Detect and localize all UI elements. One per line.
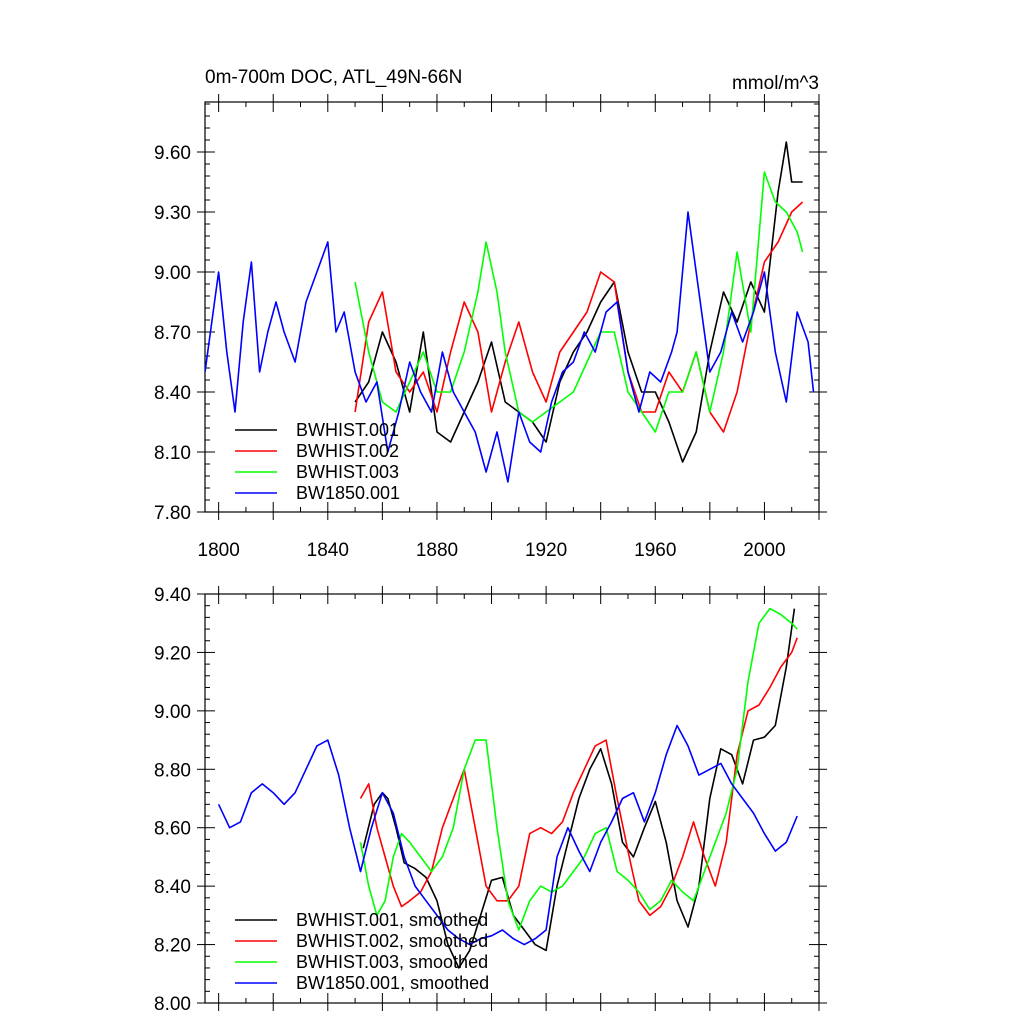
y-tick-label: 9.60	[154, 143, 191, 164]
y-tick-label: 8.40	[154, 383, 191, 404]
y-tick-label: 9.00	[154, 263, 191, 284]
y-tick-label: 8.00	[154, 994, 191, 1015]
x-tick-label: 1800	[198, 540, 240, 561]
legend-label: BWHIST.003	[296, 462, 399, 482]
panel-2: 8.00 8.20 8.40 8.60 8.80 9.00 9.20 9.40 BWHIST.0…	[154, 585, 827, 1015]
y-tick-label: 8.20	[154, 936, 191, 957]
plot-frame	[204, 101, 820, 513]
series-line-4	[205, 211, 815, 483]
series-line-1	[354, 141, 803, 463]
legend-label: BWHIST.003, smoothed	[296, 952, 488, 972]
legend-label: BWHIST.001, smoothed	[296, 910, 488, 930]
x-tick-label: 1960	[634, 540, 676, 561]
panel-1: 1800 1840 1880 1920 1960 2000 7.80 8.10 8.40 8.70…	[154, 67, 827, 561]
y-tick-label: 9.30	[154, 203, 191, 224]
plot-frame	[204, 593, 820, 1004]
legend-label: BWHIST.001	[296, 420, 399, 440]
legend-label: BW1850.001, smoothed	[296, 973, 489, 993]
y-tick-label: 9.00	[154, 702, 191, 723]
units-label: mmol/m^3	[732, 73, 819, 94]
series-line-2	[354, 201, 804, 433]
x-tick-label: 1880	[416, 540, 458, 561]
chart-title: 0m-700m DOC, ATL_49N-66N	[205, 67, 462, 88]
y-tick-label: 8.60	[154, 819, 191, 840]
series-line-4	[217, 724, 798, 946]
y-tick-label: 8.80	[154, 760, 191, 781]
series-line-2	[359, 637, 798, 917]
y-tick-label: 8.70	[154, 323, 191, 344]
y-tick-label: 7.80	[154, 503, 191, 524]
x-tick-label: 1920	[525, 540, 567, 561]
series-line-3	[359, 607, 798, 931]
x-tick-label: 1840	[307, 540, 349, 561]
y-tick-label: 8.40	[154, 877, 191, 898]
legend-label: BWHIST.002	[296, 441, 399, 461]
series-line-1	[362, 608, 796, 969]
series-line-3	[354, 171, 804, 433]
x-tick-label: 2000	[743, 540, 785, 561]
legend-label: BW1850.001	[296, 483, 400, 503]
y-tick-label: 9.20	[154, 643, 191, 664]
y-tick-label: 9.40	[154, 585, 191, 606]
y-tick-label: 8.10	[154, 443, 191, 464]
legend-label: BWHIST.002, smoothed	[296, 931, 488, 951]
